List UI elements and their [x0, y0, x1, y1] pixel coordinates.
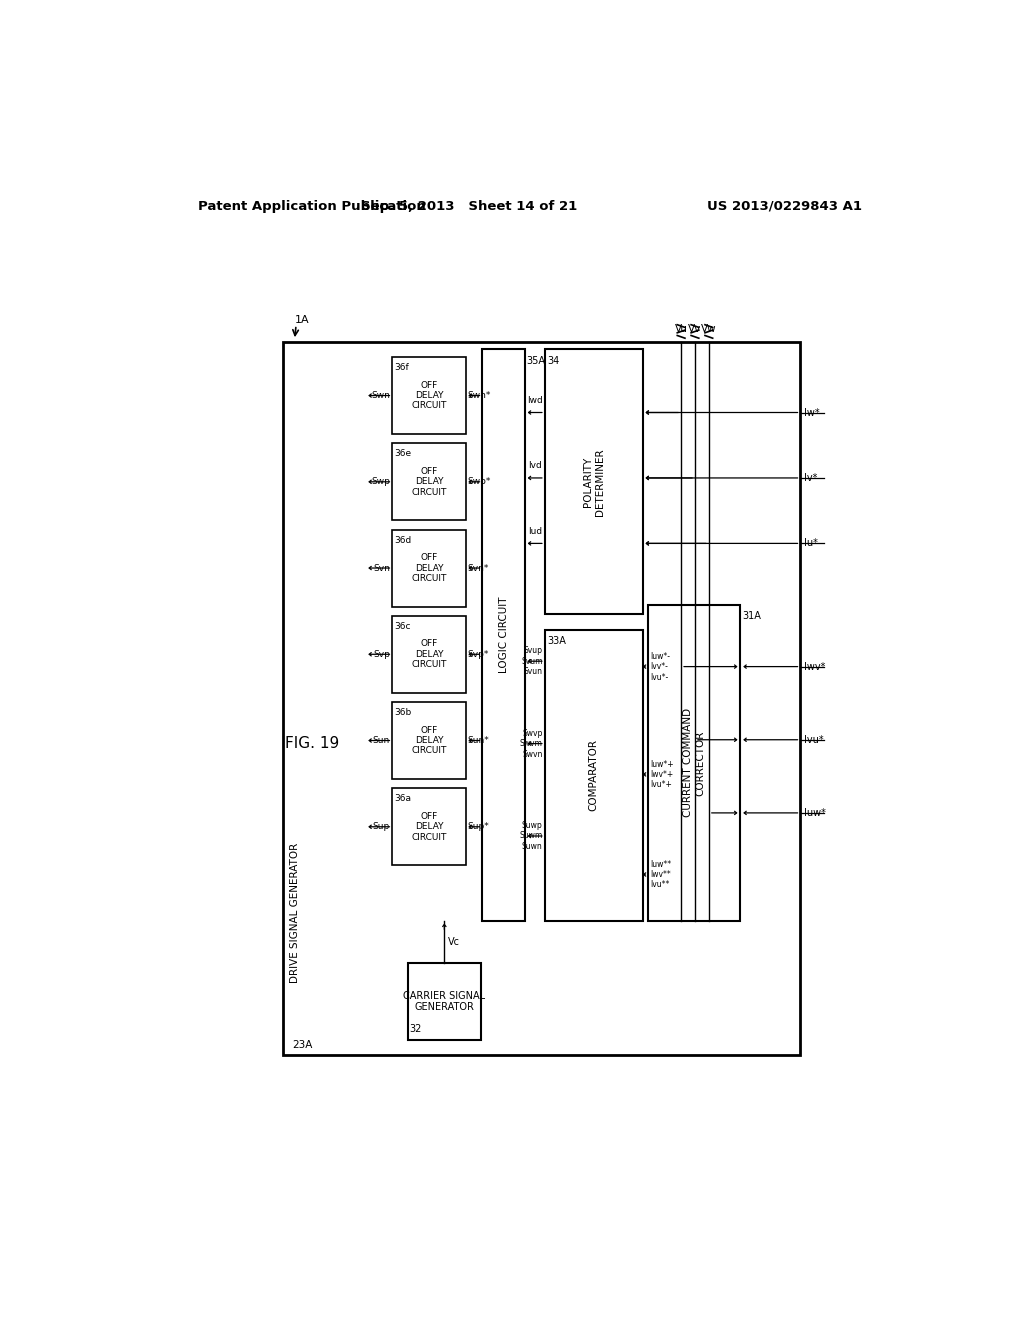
- Text: Svn: Svn: [373, 564, 390, 573]
- Text: Iud: Iud: [527, 527, 542, 536]
- Text: Iuw*-
Ivv*-
Ivu*-: Iuw*- Ivv*- Ivu*-: [650, 652, 671, 681]
- Text: DRIVE SIGNAL GENERATOR: DRIVE SIGNAL GENERATOR: [290, 843, 300, 983]
- Text: Iuw*: Iuw*: [804, 808, 826, 818]
- Text: Vw: Vw: [701, 325, 717, 334]
- Text: Suwp
Suwm
Suwn: Suwp Suwm Suwn: [519, 821, 543, 851]
- Text: Iu*: Iu*: [804, 539, 818, 548]
- Text: 1A: 1A: [295, 315, 309, 325]
- Text: Patent Application Publication: Patent Application Publication: [199, 199, 426, 213]
- Text: 36a: 36a: [394, 795, 412, 804]
- Text: POLARITY
DETERMINER: POLARITY DETERMINER: [583, 447, 604, 516]
- Bar: [648, 605, 740, 921]
- Bar: [545, 350, 643, 614]
- Text: Svup
Svum
Svun: Svup Svum Svun: [521, 647, 543, 676]
- Text: Sun*: Sun*: [468, 737, 489, 744]
- Text: 34: 34: [547, 355, 559, 366]
- Text: Svn*: Svn*: [468, 564, 489, 573]
- Text: Vu: Vu: [675, 325, 687, 334]
- Text: 36b: 36b: [394, 708, 412, 717]
- Text: Vv: Vv: [688, 325, 701, 334]
- Text: Iw*: Iw*: [804, 408, 820, 417]
- Text: Sun: Sun: [373, 737, 390, 744]
- Text: Iwd: Iwd: [527, 396, 543, 405]
- Bar: [392, 358, 466, 434]
- Text: OFF
DELAY
CIRCUIT: OFF DELAY CIRCUIT: [412, 553, 446, 583]
- Bar: [545, 630, 643, 921]
- Text: FIG. 19: FIG. 19: [285, 737, 339, 751]
- Bar: [392, 529, 466, 607]
- Text: COMPARATOR: COMPARATOR: [589, 739, 599, 812]
- Text: OFF
DELAY
CIRCUIT: OFF DELAY CIRCUIT: [412, 467, 446, 496]
- Text: Sup*: Sup*: [468, 822, 489, 832]
- Text: 23A: 23A: [292, 1040, 312, 1051]
- Text: 36e: 36e: [394, 449, 412, 458]
- Text: Svp: Svp: [373, 649, 390, 659]
- Text: Sep. 5, 2013   Sheet 14 of 21: Sep. 5, 2013 Sheet 14 of 21: [361, 199, 578, 213]
- Text: 33A: 33A: [547, 636, 566, 645]
- Text: Iuw**
Iwv**
Ivu**: Iuw** Iwv** Ivu**: [650, 859, 672, 890]
- Bar: [392, 702, 466, 779]
- Text: 36c: 36c: [394, 622, 412, 631]
- Bar: [392, 788, 466, 866]
- Text: Iwv*: Iwv*: [804, 661, 825, 672]
- Text: LOGIC CIRCUIT: LOGIC CIRCUIT: [499, 597, 509, 673]
- Text: 31A: 31A: [742, 611, 761, 622]
- Text: Iuw*+
Iwv*+
Ivu*+: Iuw*+ Iwv*+ Ivu*+: [650, 759, 674, 789]
- Text: 32: 32: [410, 1024, 422, 1034]
- Bar: [392, 444, 466, 520]
- Text: 36f: 36f: [394, 363, 410, 372]
- Bar: [482, 350, 524, 921]
- Text: OFF
DELAY
CIRCUIT: OFF DELAY CIRCUIT: [412, 639, 446, 669]
- Text: Iv*: Iv*: [804, 473, 818, 483]
- Text: Swp: Swp: [371, 478, 390, 486]
- Bar: [392, 615, 466, 693]
- Text: Vc: Vc: [449, 937, 460, 946]
- Text: OFF
DELAY
CIRCUIT: OFF DELAY CIRCUIT: [412, 726, 446, 755]
- Text: Svp*: Svp*: [468, 649, 489, 659]
- Bar: [283, 342, 801, 1056]
- Text: Sup: Sup: [373, 822, 390, 832]
- Bar: [408, 964, 481, 1040]
- Text: 35A: 35A: [526, 355, 546, 366]
- Text: 36d: 36d: [394, 536, 412, 545]
- Text: Ivu*: Ivu*: [804, 735, 824, 744]
- Text: OFF
DELAY
CIRCUIT: OFF DELAY CIRCUIT: [412, 812, 446, 842]
- Text: Swn: Swn: [371, 391, 390, 400]
- Text: CARRIER SIGNAL
GENERATOR: CARRIER SIGNAL GENERATOR: [403, 991, 485, 1012]
- Text: Swvp
Swvm
Swvn: Swvp Swvm Swvn: [519, 729, 543, 759]
- Text: Ivd: Ivd: [528, 461, 542, 470]
- Text: CURRENT COMMAND
CORRECTOR: CURRENT COMMAND CORRECTOR: [683, 709, 705, 817]
- Text: US 2013/0229843 A1: US 2013/0229843 A1: [707, 199, 862, 213]
- Text: Swp*: Swp*: [468, 478, 492, 486]
- Text: Swn*: Swn*: [468, 391, 492, 400]
- Text: OFF
DELAY
CIRCUIT: OFF DELAY CIRCUIT: [412, 380, 446, 411]
